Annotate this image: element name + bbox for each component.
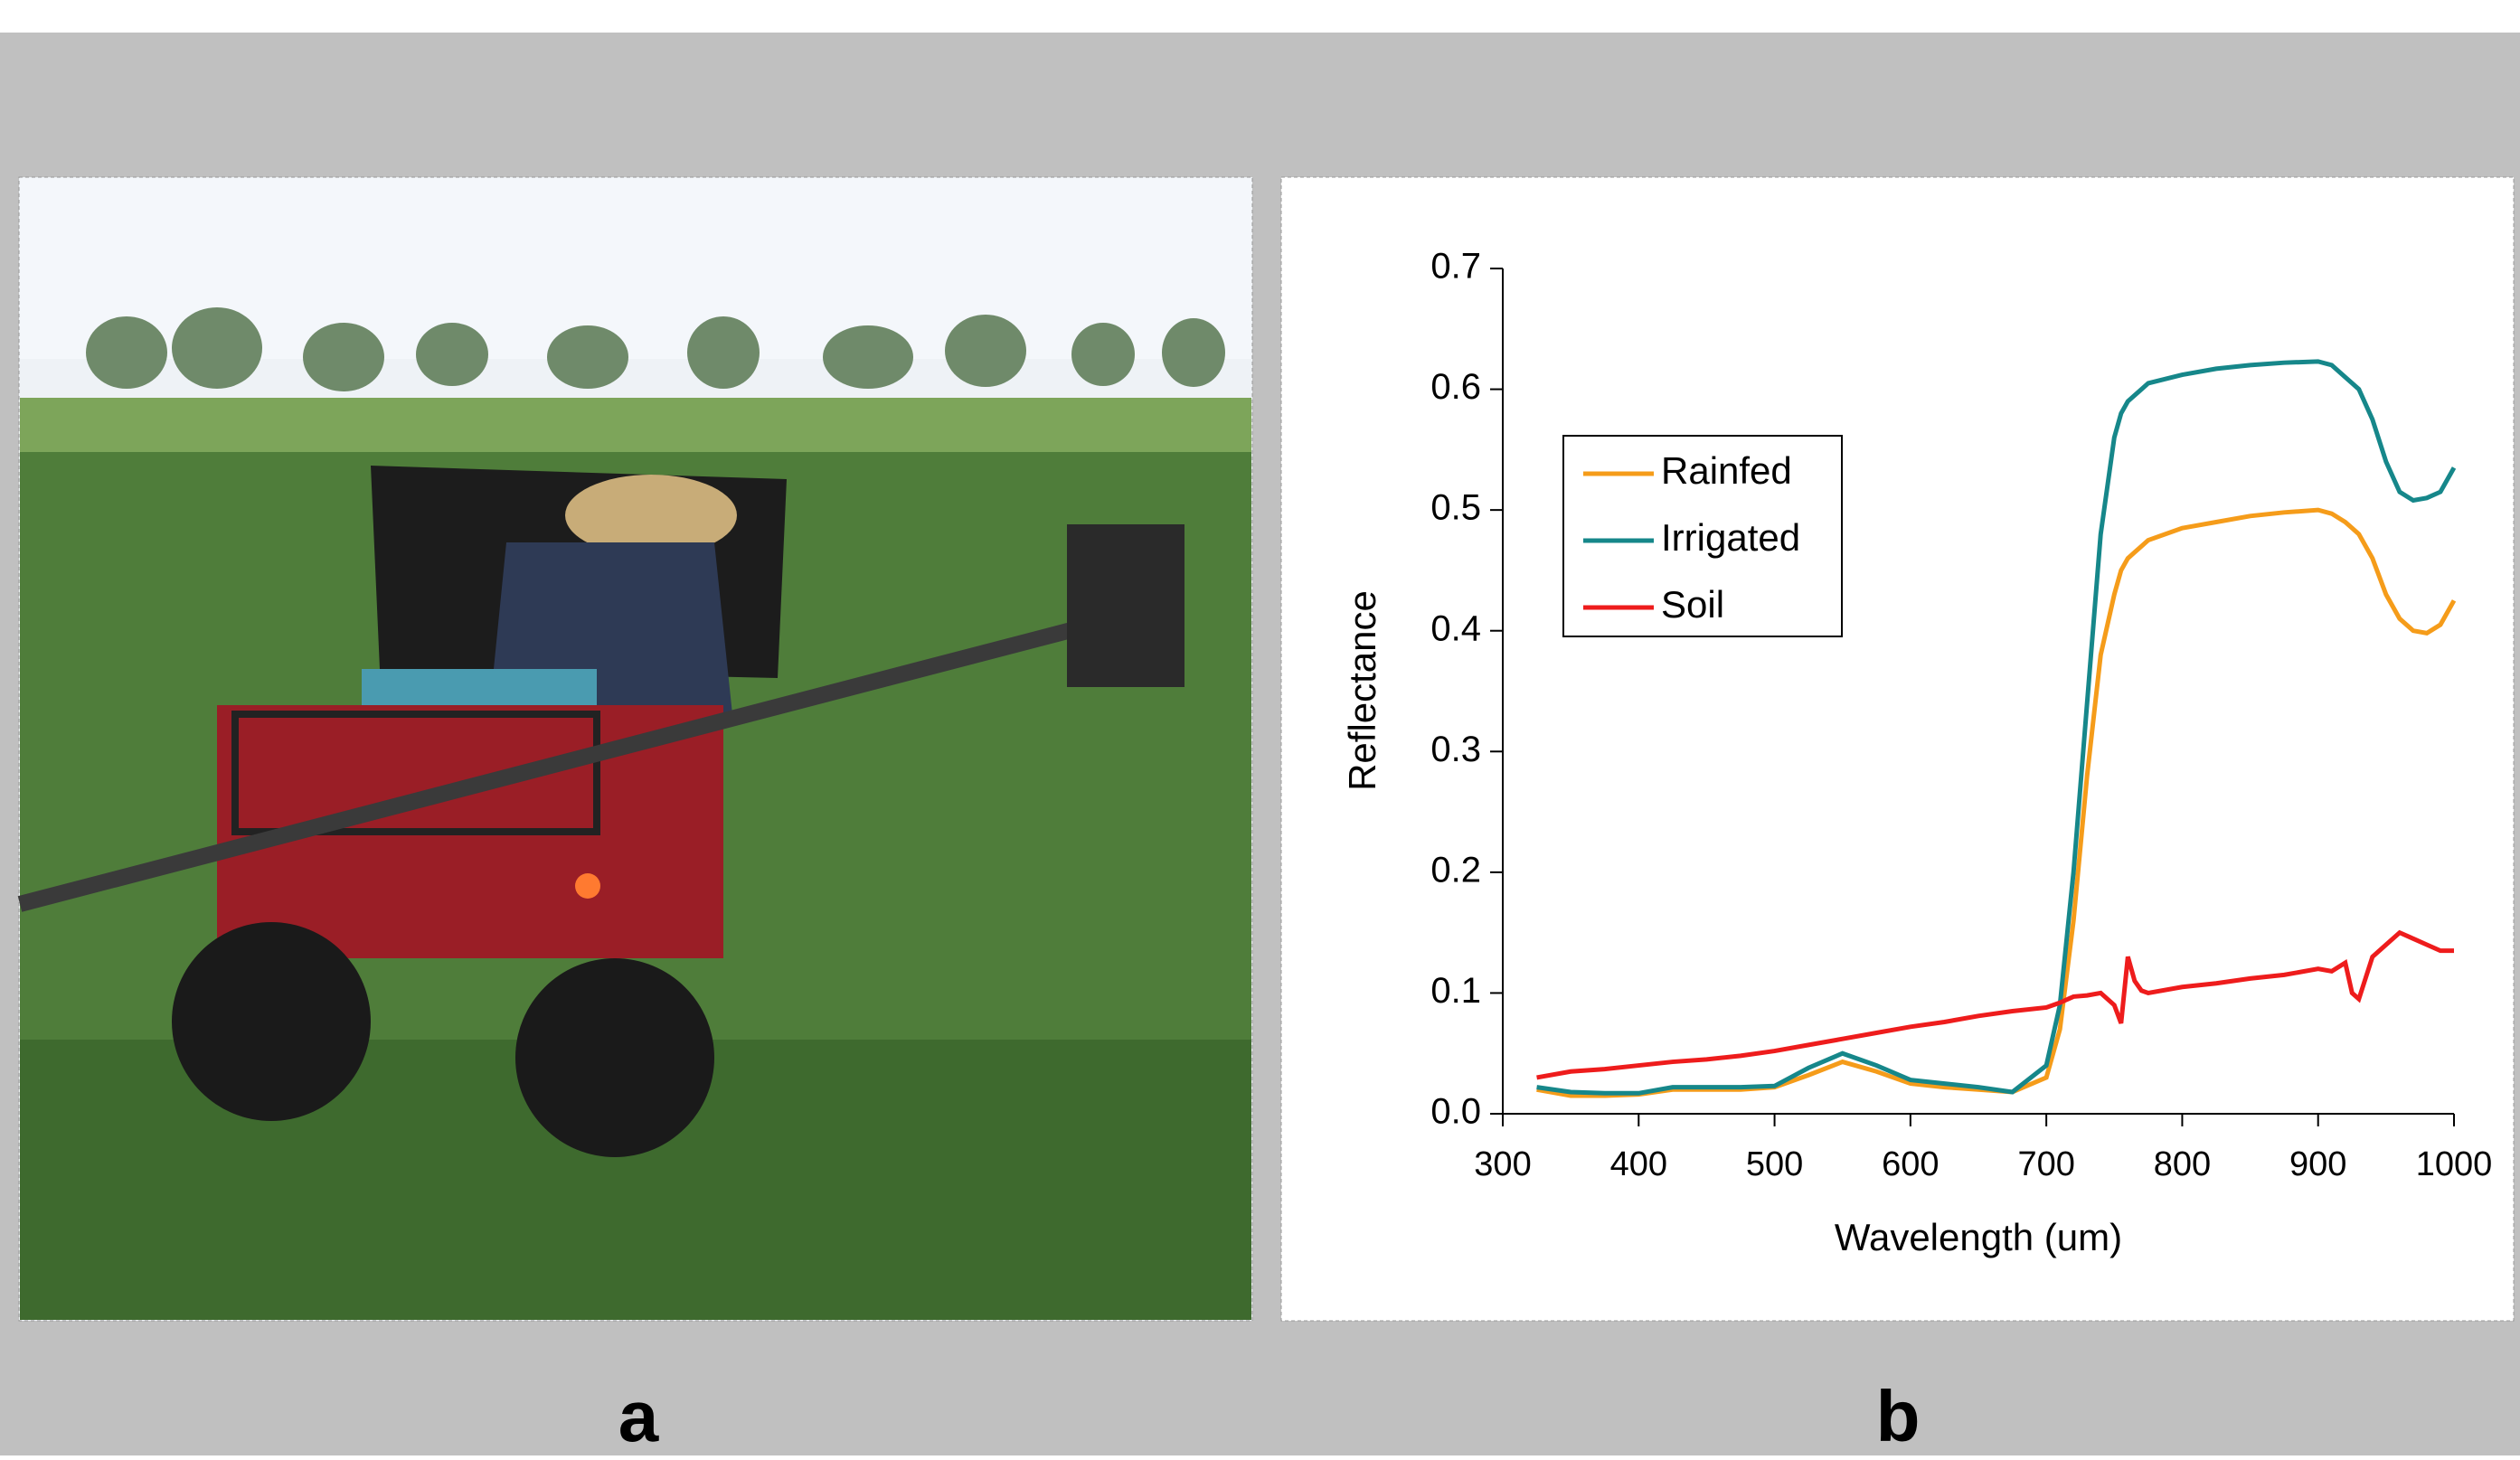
legend-label: Irrigated	[1661, 516, 1800, 559]
x-axis-label: Wavelength (um)	[1835, 1216, 2122, 1258]
y-tick-label: 0.0	[1430, 1092, 1481, 1132]
x-tick-label: 900	[2289, 1145, 2346, 1183]
x-tick-label: 500	[1746, 1145, 1803, 1183]
x-tick-label: 700	[2017, 1145, 2074, 1183]
y-tick-label: 0.2	[1430, 850, 1481, 890]
y-tick-label: 0.5	[1430, 488, 1481, 528]
y-axis-label: Reflectance	[1341, 590, 1383, 791]
panel-label: a	[618, 1376, 659, 1455]
x-tick-label: 300	[1474, 1145, 1531, 1183]
top-band	[0, 0, 2520, 33]
y-tick-label: 0.1	[1430, 971, 1481, 1011]
x-tick-label: 1000	[2416, 1145, 2493, 1183]
x-tick-label: 400	[1610, 1145, 1667, 1183]
x-tick-label: 800	[2154, 1145, 2211, 1183]
photo	[19, 177, 1252, 1321]
figure: a b Wavelength (um) Reflectance 0.0 0.1 0.…	[0, 0, 2520, 1455]
y-tick-label: 0.4	[1430, 608, 1481, 648]
y-tick-label: 0.6	[1430, 367, 1481, 407]
legend-label: Rainfed	[1661, 449, 1792, 492]
page: a b Wavelength (um) Reflectance 0.0 0.1 0.…	[0, 0, 2520, 1455]
panel-label: b	[1876, 1376, 1921, 1455]
y-tick-label: 0.3	[1430, 730, 1481, 769]
x-tick-label: 600	[1882, 1145, 1939, 1183]
legend-label: Soil	[1661, 583, 1724, 626]
y-tick-label: 0.7	[1430, 247, 1481, 287]
